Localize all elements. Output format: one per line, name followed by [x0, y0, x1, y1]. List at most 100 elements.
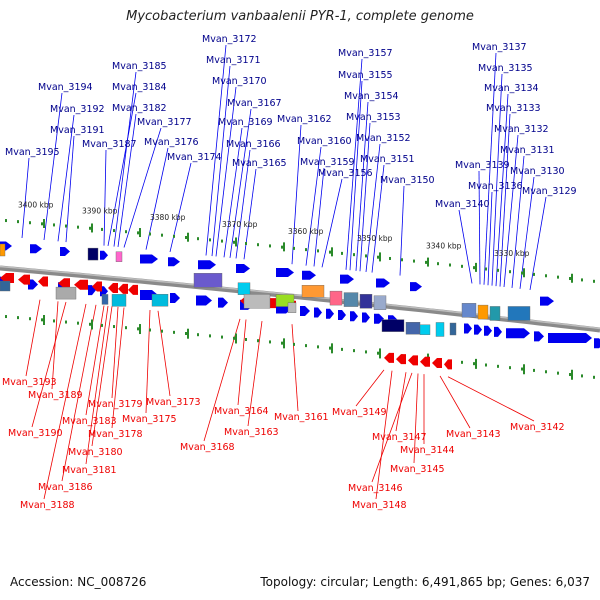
forward-gene-arrow [534, 331, 544, 342]
reverse-leader-line [111, 307, 125, 429]
reverse-leader-line [85, 305, 105, 416]
backbone-line [0, 265, 600, 333]
forward-gene-label: Mvan_3136 [468, 181, 523, 192]
forward-gene-arrow [340, 274, 354, 284]
forward-gene-arrow [410, 282, 422, 292]
reverse-leader-line [157, 310, 171, 397]
forward-gene-arrow [548, 332, 592, 343]
forward-gene-label: Mvan_3139 [455, 160, 510, 171]
forward-gene-arrow [350, 311, 358, 322]
forward-gene-arrow [236, 263, 250, 273]
reverse-gene-arrow [396, 354, 406, 365]
reverse-gene-label: Mvan_3144 [400, 445, 455, 456]
forward-leader-line [103, 149, 107, 246]
forward-gene-arrow [218, 297, 228, 308]
forward-gene-label: Mvan_3184 [112, 82, 167, 93]
reverse-leader-line [43, 303, 87, 500]
forward-gene-label: Mvan_3159 [300, 157, 355, 168]
forward-gene-arrow [100, 250, 108, 260]
reverse-gene-label: Mvan_3183 [62, 416, 117, 427]
reverse-leader-line [31, 301, 67, 428]
accession-text: Accession: NC_008726 [10, 575, 147, 589]
reverse-gene-arrow [432, 358, 442, 369]
feature-block [301, 285, 325, 298]
forward-leader-line [487, 191, 493, 286]
feature-block [87, 247, 99, 261]
reverse-gene-label: Mvan_3173 [146, 397, 201, 408]
forward-gene-label: Mvan_3135 [478, 63, 533, 74]
forward-leader-line [499, 113, 511, 287]
forward-gene-label: Mvan_3134 [484, 83, 539, 94]
forward-gene-label: Mvan_3172 [202, 34, 257, 45]
scale-tick-label: 3350 kbp [357, 234, 393, 243]
feature-block [373, 295, 387, 310]
feature-block [0, 280, 11, 292]
reverse-leader-line [111, 306, 119, 399]
reverse-gene-label: Mvan_3178 [88, 429, 143, 440]
feature-block [101, 294, 109, 305]
feature-block [449, 322, 457, 336]
forward-gene-arrow [60, 246, 70, 256]
reverse-gene-arrow [92, 281, 102, 292]
forward-leader-line [21, 157, 30, 239]
feature-block [435, 322, 445, 337]
forward-leader-line [65, 135, 75, 243]
reverse-gene-label: Mvan_3175 [122, 414, 177, 425]
reverse-leader-line [85, 305, 109, 465]
forward-leader-line [483, 52, 497, 285]
forward-gene-arrow [474, 324, 482, 335]
forward-gene-arrow [376, 278, 390, 288]
reverse-gene-label: Mvan_3164 [214, 406, 269, 417]
reverse-gene-label: Mvan_3179 [88, 399, 143, 410]
forward-gene-arrow [198, 260, 216, 270]
feature-block [343, 292, 359, 307]
forward-gene-arrow [540, 296, 554, 306]
forward-leader-line [365, 143, 381, 272]
scale-tick-label: 3360 kbp [288, 227, 324, 236]
forward-gene-arrow [140, 254, 158, 264]
map-title: Mycobacterium vanbaalenii PYR-1, complet… [126, 9, 474, 24]
topology-text: Topology: circular; Length: 6,491,865 bp… [260, 575, 590, 589]
reverse-gene-arrow [444, 359, 452, 370]
reverse-leader-line [413, 373, 419, 464]
reverse-leader-line [91, 306, 113, 447]
reverse-gene-arrow [384, 352, 394, 363]
reverse-gene-label: Mvan_3193 [2, 377, 57, 388]
reverse-gene-arrow [58, 278, 70, 289]
forward-leader-line [359, 122, 371, 272]
forward-leader-line [495, 93, 509, 287]
reverse-gene-label: Mvan_3145 [390, 464, 445, 475]
reverse-gene-arrow [420, 356, 430, 367]
forward-gene-label: Mvan_3131 [500, 145, 555, 156]
forward-gene-arrow [196, 295, 212, 306]
forward-leader-line [123, 127, 162, 248]
reverse-gene-arrow [0, 273, 14, 283]
forward-leader-line [229, 108, 252, 258]
forward-gene-label: Mvan_3140 [435, 199, 490, 210]
reverse-gene-label: Mvan_3168 [180, 442, 235, 453]
forward-leader-line [399, 185, 405, 276]
forward-gene-label: Mvan_3176 [144, 137, 199, 148]
forward-leader-line [349, 80, 363, 271]
feature-block [419, 324, 431, 335]
reverse-gene-arrow [108, 282, 118, 293]
reverse-gene-label: Mvan_3161 [274, 412, 329, 423]
reverse-leader-line [291, 324, 299, 412]
reverse-gene-arrow [38, 276, 48, 287]
forward-gene-label: Mvan_3192 [50, 104, 105, 115]
forward-gene-label: Mvan_3165 [232, 158, 287, 169]
scale-tick-label: 3400 kbp [18, 201, 54, 210]
forward-gene-label: Mvan_3154 [344, 91, 399, 102]
forward-leader-line [491, 73, 503, 286]
forward-gene-label: Mvan_3156 [318, 168, 373, 179]
feature-block [329, 290, 343, 306]
reverse-gene-label: Mvan_3163 [224, 427, 279, 438]
forward-leader-line [503, 134, 519, 288]
forward-gene-arrow [374, 313, 384, 324]
forward-gene-arrow [464, 323, 472, 334]
reverse-gene-arrow [118, 283, 128, 294]
forward-gene-label: Mvan_3169 [218, 117, 273, 128]
forward-gene-label: Mvan_3194 [38, 82, 93, 93]
reverse-gene-arrow [74, 279, 88, 290]
